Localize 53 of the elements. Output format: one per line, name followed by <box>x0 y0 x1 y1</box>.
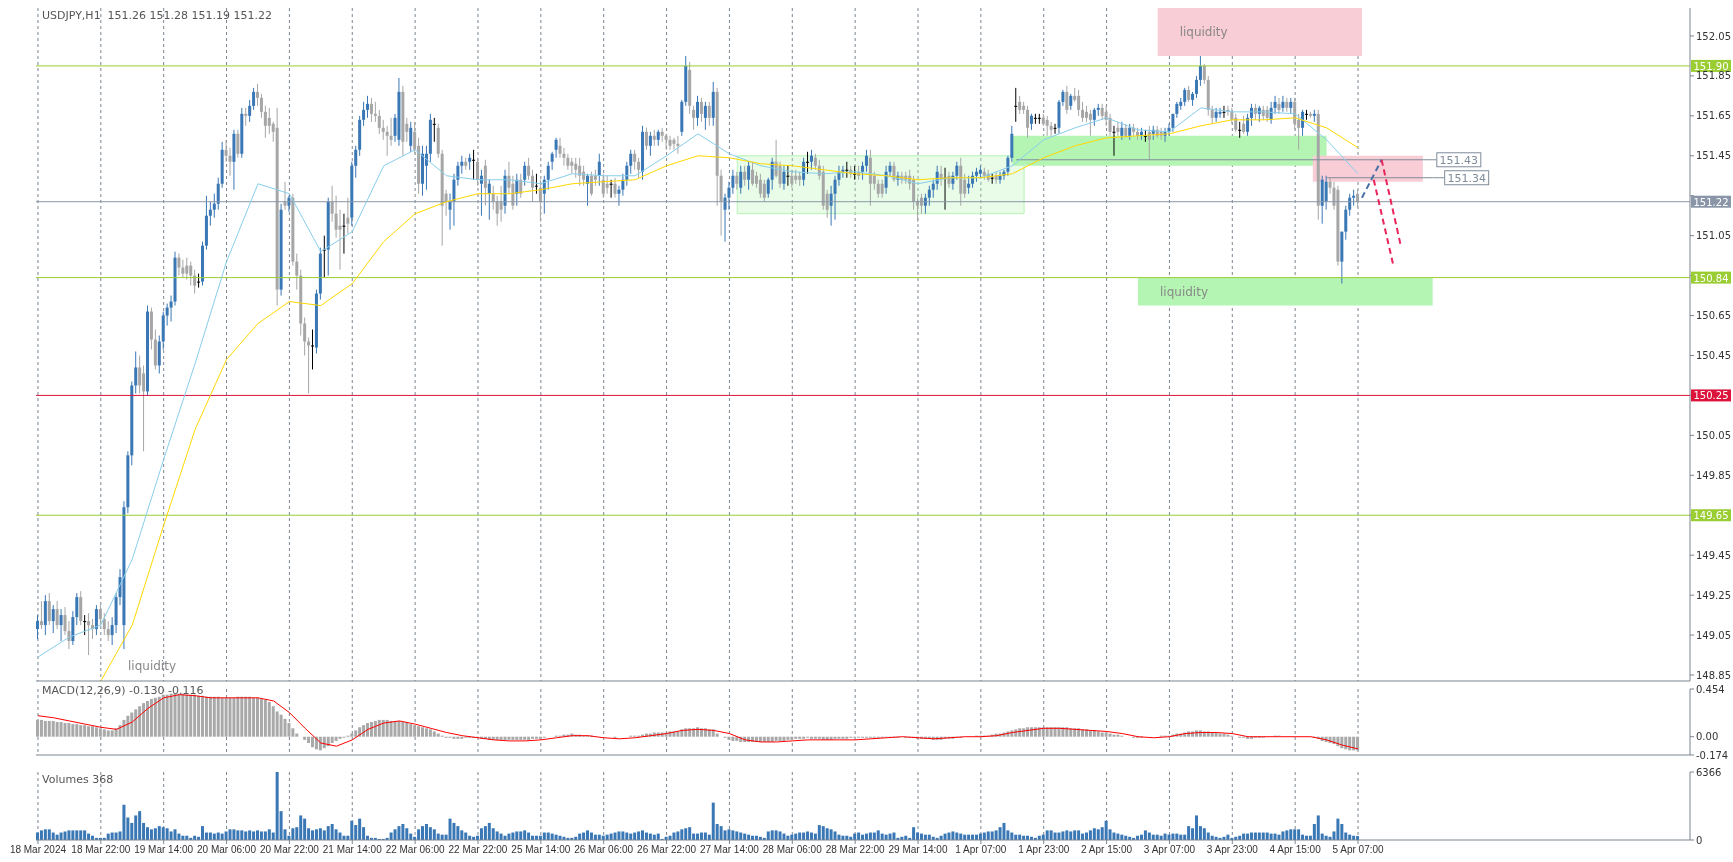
x-tick-label: 1 Apr 23:00 <box>1018 844 1070 856</box>
x-tick-label: 3 Apr 07:00 <box>1143 844 1196 856</box>
x-tick-label: 5 Apr 07:00 <box>1332 844 1385 856</box>
y-tick-label: 151.45 <box>1696 150 1731 162</box>
x-tick-label: 19 Mar 14:00 <box>134 844 194 856</box>
y-tick-label: 0.454 <box>1696 683 1725 695</box>
x-tick-label: 18 Mar 22:00 <box>71 844 131 856</box>
ref-line-label: 151.43 <box>1439 153 1479 167</box>
x-tick-label: 18 Mar 2024 <box>9 844 67 856</box>
x-tick-label: 20 Mar 22:00 <box>259 844 320 856</box>
y-tick-label: 152.05 <box>1696 30 1731 42</box>
x-tick-label: 4 Apr 15:00 <box>1269 844 1322 856</box>
band-label: liquidity <box>1179 25 1228 40</box>
ref-line-label: 151.90 <box>1693 60 1729 72</box>
ref-line-label: 150.25 <box>1693 390 1729 402</box>
y-tick-label: -0.174 <box>1696 749 1729 761</box>
x-tick-label: 25 Mar 14:00 <box>511 844 571 856</box>
x-tick-label: 27 Mar 14:00 <box>699 844 760 856</box>
ref-line-label: 151.22 <box>1693 196 1729 208</box>
y-tick-label: 150.45 <box>1696 350 1731 362</box>
y-tick-label: 148.85 <box>1696 669 1731 681</box>
x-tick-label: 2 Apr 15:00 <box>1081 844 1133 856</box>
y-tick-label: 151.85 <box>1696 70 1731 82</box>
ref-line-label: 150.84 <box>1693 272 1729 284</box>
chart-title: MACD(12,26,9) -0.130 -0.116 <box>41 684 205 697</box>
chart-title: USDJPY,H1 151.26 151.28 151.19 151.22 <box>41 9 274 22</box>
y-tick-label: 149.45 <box>1696 549 1731 561</box>
chart-title: Volumes 368 <box>41 773 115 786</box>
y-tick-label: 151.05 <box>1696 230 1731 242</box>
x-tick-label: 21 Mar 14:00 <box>322 844 383 856</box>
y-tick-label: 150.65 <box>1696 310 1731 322</box>
x-tick-label: 26 Mar 22:00 <box>637 844 697 856</box>
x-tick-label: 3 Apr 23:00 <box>1206 844 1259 856</box>
x-tick-label: 1 Apr 07:00 <box>955 844 1007 856</box>
y-tick-label: 6366 <box>1696 766 1722 778</box>
y-tick-label: 149.05 <box>1696 629 1731 641</box>
ref-line-label: 151.34 <box>1447 171 1486 185</box>
y-tick-label: 150.05 <box>1696 429 1731 441</box>
y-tick-label: 149.85 <box>1696 469 1731 481</box>
x-tick-label: 28 Mar 06:00 <box>762 844 823 856</box>
y-tick-label: 0 <box>1696 834 1703 846</box>
x-tick-label: 22 Mar 22:00 <box>448 844 508 856</box>
x-tick-label: 26 Mar 06:00 <box>574 844 634 856</box>
y-tick-label: 149.25 <box>1696 589 1731 601</box>
ref-line-label: 149.65 <box>1693 510 1729 522</box>
y-tick-label: 151.65 <box>1696 110 1731 122</box>
x-tick-label: 22 Mar 06:00 <box>385 844 446 856</box>
x-tick-label: 20 Mar 06:00 <box>197 844 257 856</box>
x-tick-label: 29 Mar 14:00 <box>888 844 948 856</box>
annotation: liquidity <box>128 659 176 673</box>
y-tick-label: 0.00 <box>1696 731 1719 743</box>
x-tick-label: 28 Mar 22:00 <box>825 844 886 856</box>
band-label: liquidity <box>1160 284 1208 299</box>
